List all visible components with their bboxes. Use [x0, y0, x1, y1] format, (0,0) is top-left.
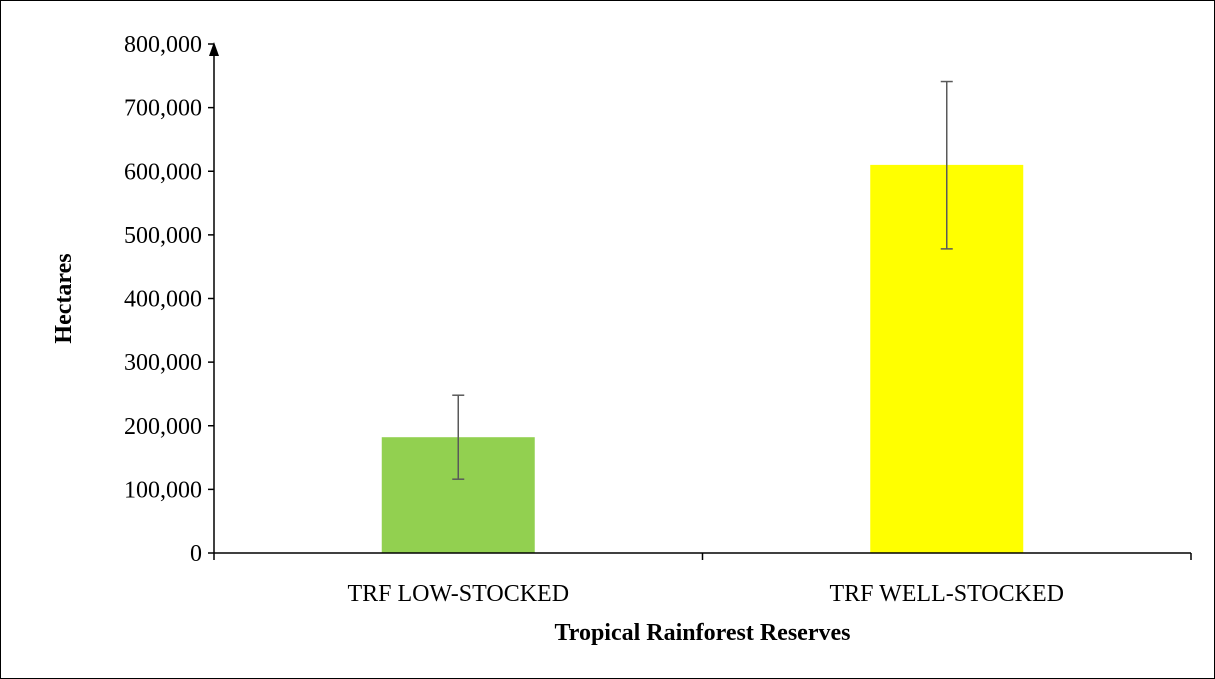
y-tick-label: 100,000 [124, 477, 202, 503]
y-axis-arrow-icon [209, 42, 219, 56]
y-tick-label: 800,000 [124, 32, 202, 58]
y-tick-label: 0 [190, 541, 202, 567]
y-tick-label: 200,000 [124, 414, 202, 440]
y-axis-ticks: 0 100,000 200,000 300,000 400,000 500,000 600,… [124, 32, 214, 567]
y-tick-label: 300,000 [124, 350, 202, 376]
x-tick-label: TRF LOW-STOCKED [347, 581, 569, 607]
x-axis-ticks: TRF LOW-STOCKED TRF WELL-STOCKED [213, 553, 1192, 607]
y-tick-label: 700,000 [124, 96, 202, 122]
bars [381, 164, 1024, 553]
y-tick-label: 500,000 [124, 223, 202, 249]
error-bars [452, 80, 953, 480]
y-axis-title: Hectares [51, 253, 77, 343]
y-tick-label: 600,000 [124, 159, 202, 185]
x-axis-title: Tropical Rainforest Reserves [555, 620, 851, 646]
y-tick-label: 400,000 [124, 287, 202, 313]
x-tick-label: TRF WELL-STOCKED [830, 581, 1064, 607]
